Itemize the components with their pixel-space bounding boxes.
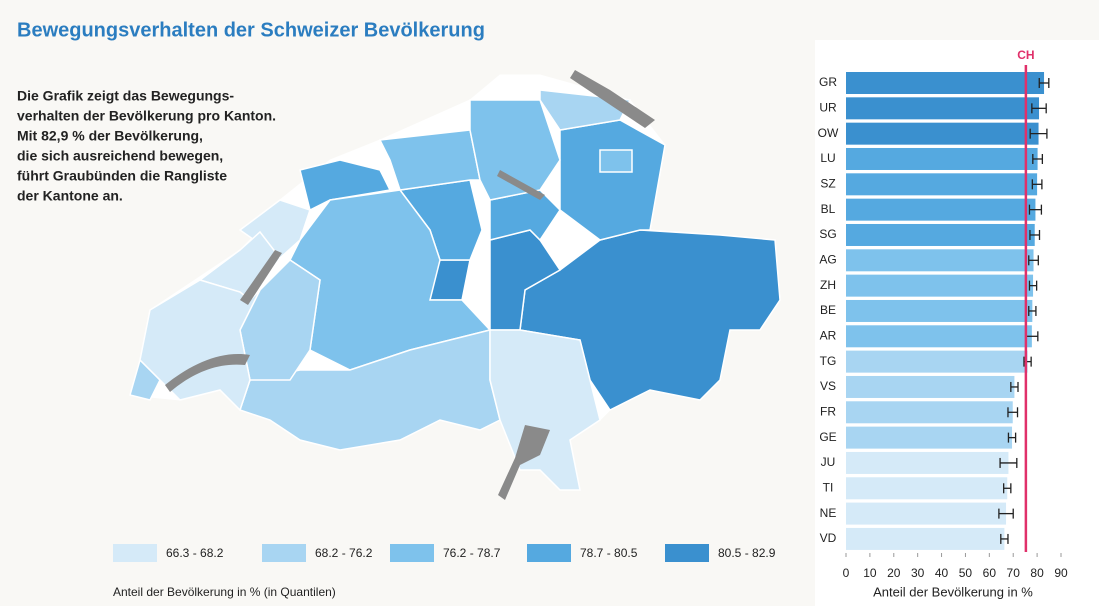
y-tick-label: JU [821,455,836,469]
map [129,74,781,491]
x-tick-label: 70 [1007,566,1021,580]
error-bar [1028,255,1039,266]
y-tick-label: SG [819,227,836,241]
canton [599,149,633,173]
legend-label: 66.3 - 68.2 [166,546,224,560]
legend-label: 80.5 - 82.9 [718,546,776,560]
x-tick-label: 0 [843,566,850,580]
y-tick-label: ZH [820,278,836,292]
bar [846,147,1038,170]
bar [846,350,1028,373]
bar [846,527,1005,550]
lake [498,425,550,500]
y-tick-label: GE [819,430,836,444]
error-bar [1031,103,1047,114]
bar [846,375,1015,398]
bar [846,477,1008,500]
y-tick-label: UR [819,101,837,115]
y-tick-label: NE [820,506,837,520]
legend-label: 68.2 - 76.2 [315,546,373,560]
x-tick-label: 10 [863,566,877,580]
lakes [165,70,655,500]
intro-line: führt Graubünden die Rangliste [17,168,227,184]
bar [846,122,1039,145]
intro-line: die sich ausreichend bewegen, [17,148,223,164]
x-tick-label: 20 [887,566,901,580]
y-tick-label: OW [818,126,839,140]
error-bar [999,457,1018,468]
error-bar [1032,153,1044,164]
y-tick-label: LU [820,151,835,165]
y-tick-label: SZ [820,176,835,190]
lake [497,170,545,200]
intro-line: Die Grafik zeigt das Bewegungs- [17,88,234,104]
y-tick-label: GR [819,75,837,89]
y-tick-label: VD [820,531,837,545]
reference-label: CH [1017,48,1034,62]
y-tick-label: TG [820,354,837,368]
legend-swatch [262,544,306,562]
error-bar [1007,407,1019,418]
y-tick-label: AR [820,328,837,342]
canton [559,119,666,241]
bar [846,299,1033,322]
bar [846,451,1009,474]
bar [846,325,1032,348]
x-tick-label: 60 [983,566,997,580]
legend-swatch [665,544,709,562]
error-bar [1028,204,1043,215]
lake [165,354,250,392]
error-bar [1028,280,1038,291]
bar [846,274,1034,297]
intro-line: verhalten der Bevölkerung pro Kanton. [17,108,276,124]
intro-line: Mit 82,9 % der Bevölkerung, [17,128,203,144]
legend-swatch [113,544,157,562]
legend-title: Anteil der Bevölkerung in % (in Quantile… [113,585,336,599]
lake [240,250,282,305]
title: Bewegungsverhalten der Schweizer Bevölke… [17,19,485,41]
intro: Die Grafik zeigt das Bewegungs- verhalte… [17,88,276,204]
bar [846,249,1034,272]
bar [846,198,1036,221]
bar [846,173,1038,196]
lake [570,70,655,128]
x-tick-label: 30 [911,566,925,580]
bar [846,426,1013,449]
bar [846,223,1035,246]
legend-swatch [527,544,571,562]
y-tick-label: VS [820,379,836,393]
error-bar [1028,305,1037,316]
error-bar [1007,432,1017,443]
error-bar [1000,533,1009,544]
y-tick-label: TI [823,480,834,494]
x-tick-label: 50 [959,566,973,580]
bar [846,72,1045,94]
canton [469,99,561,201]
canton [139,279,261,412]
error-bar [1038,78,1050,88]
error-bar [1029,229,1041,240]
legend-label: 76.2 - 78.7 [443,546,501,560]
error-bar [1029,128,1048,139]
legend-label: 78.7 - 80.5 [580,546,638,560]
canton [239,329,501,451]
x-tick-label: 90 [1054,566,1068,580]
bar [846,97,1040,120]
error-bar [1003,483,1012,494]
error-bar [1031,179,1043,190]
y-tick-label: AG [819,252,836,266]
y-tick-label: BE [820,303,836,317]
x-tick-label: 40 [935,566,949,580]
y-tick-label: FR [820,404,836,418]
error-bar [1010,381,1019,392]
bar [846,502,1007,525]
x-axis-title: Anteil der Bevölkerung in % [873,584,1033,599]
x-tick-label: 80 [1030,566,1044,580]
y-tick-label: BL [821,202,836,216]
legend-swatch [390,544,434,562]
intro-line: der Kantone an. [17,188,123,204]
bar [846,401,1013,424]
error-bar [998,508,1014,519]
